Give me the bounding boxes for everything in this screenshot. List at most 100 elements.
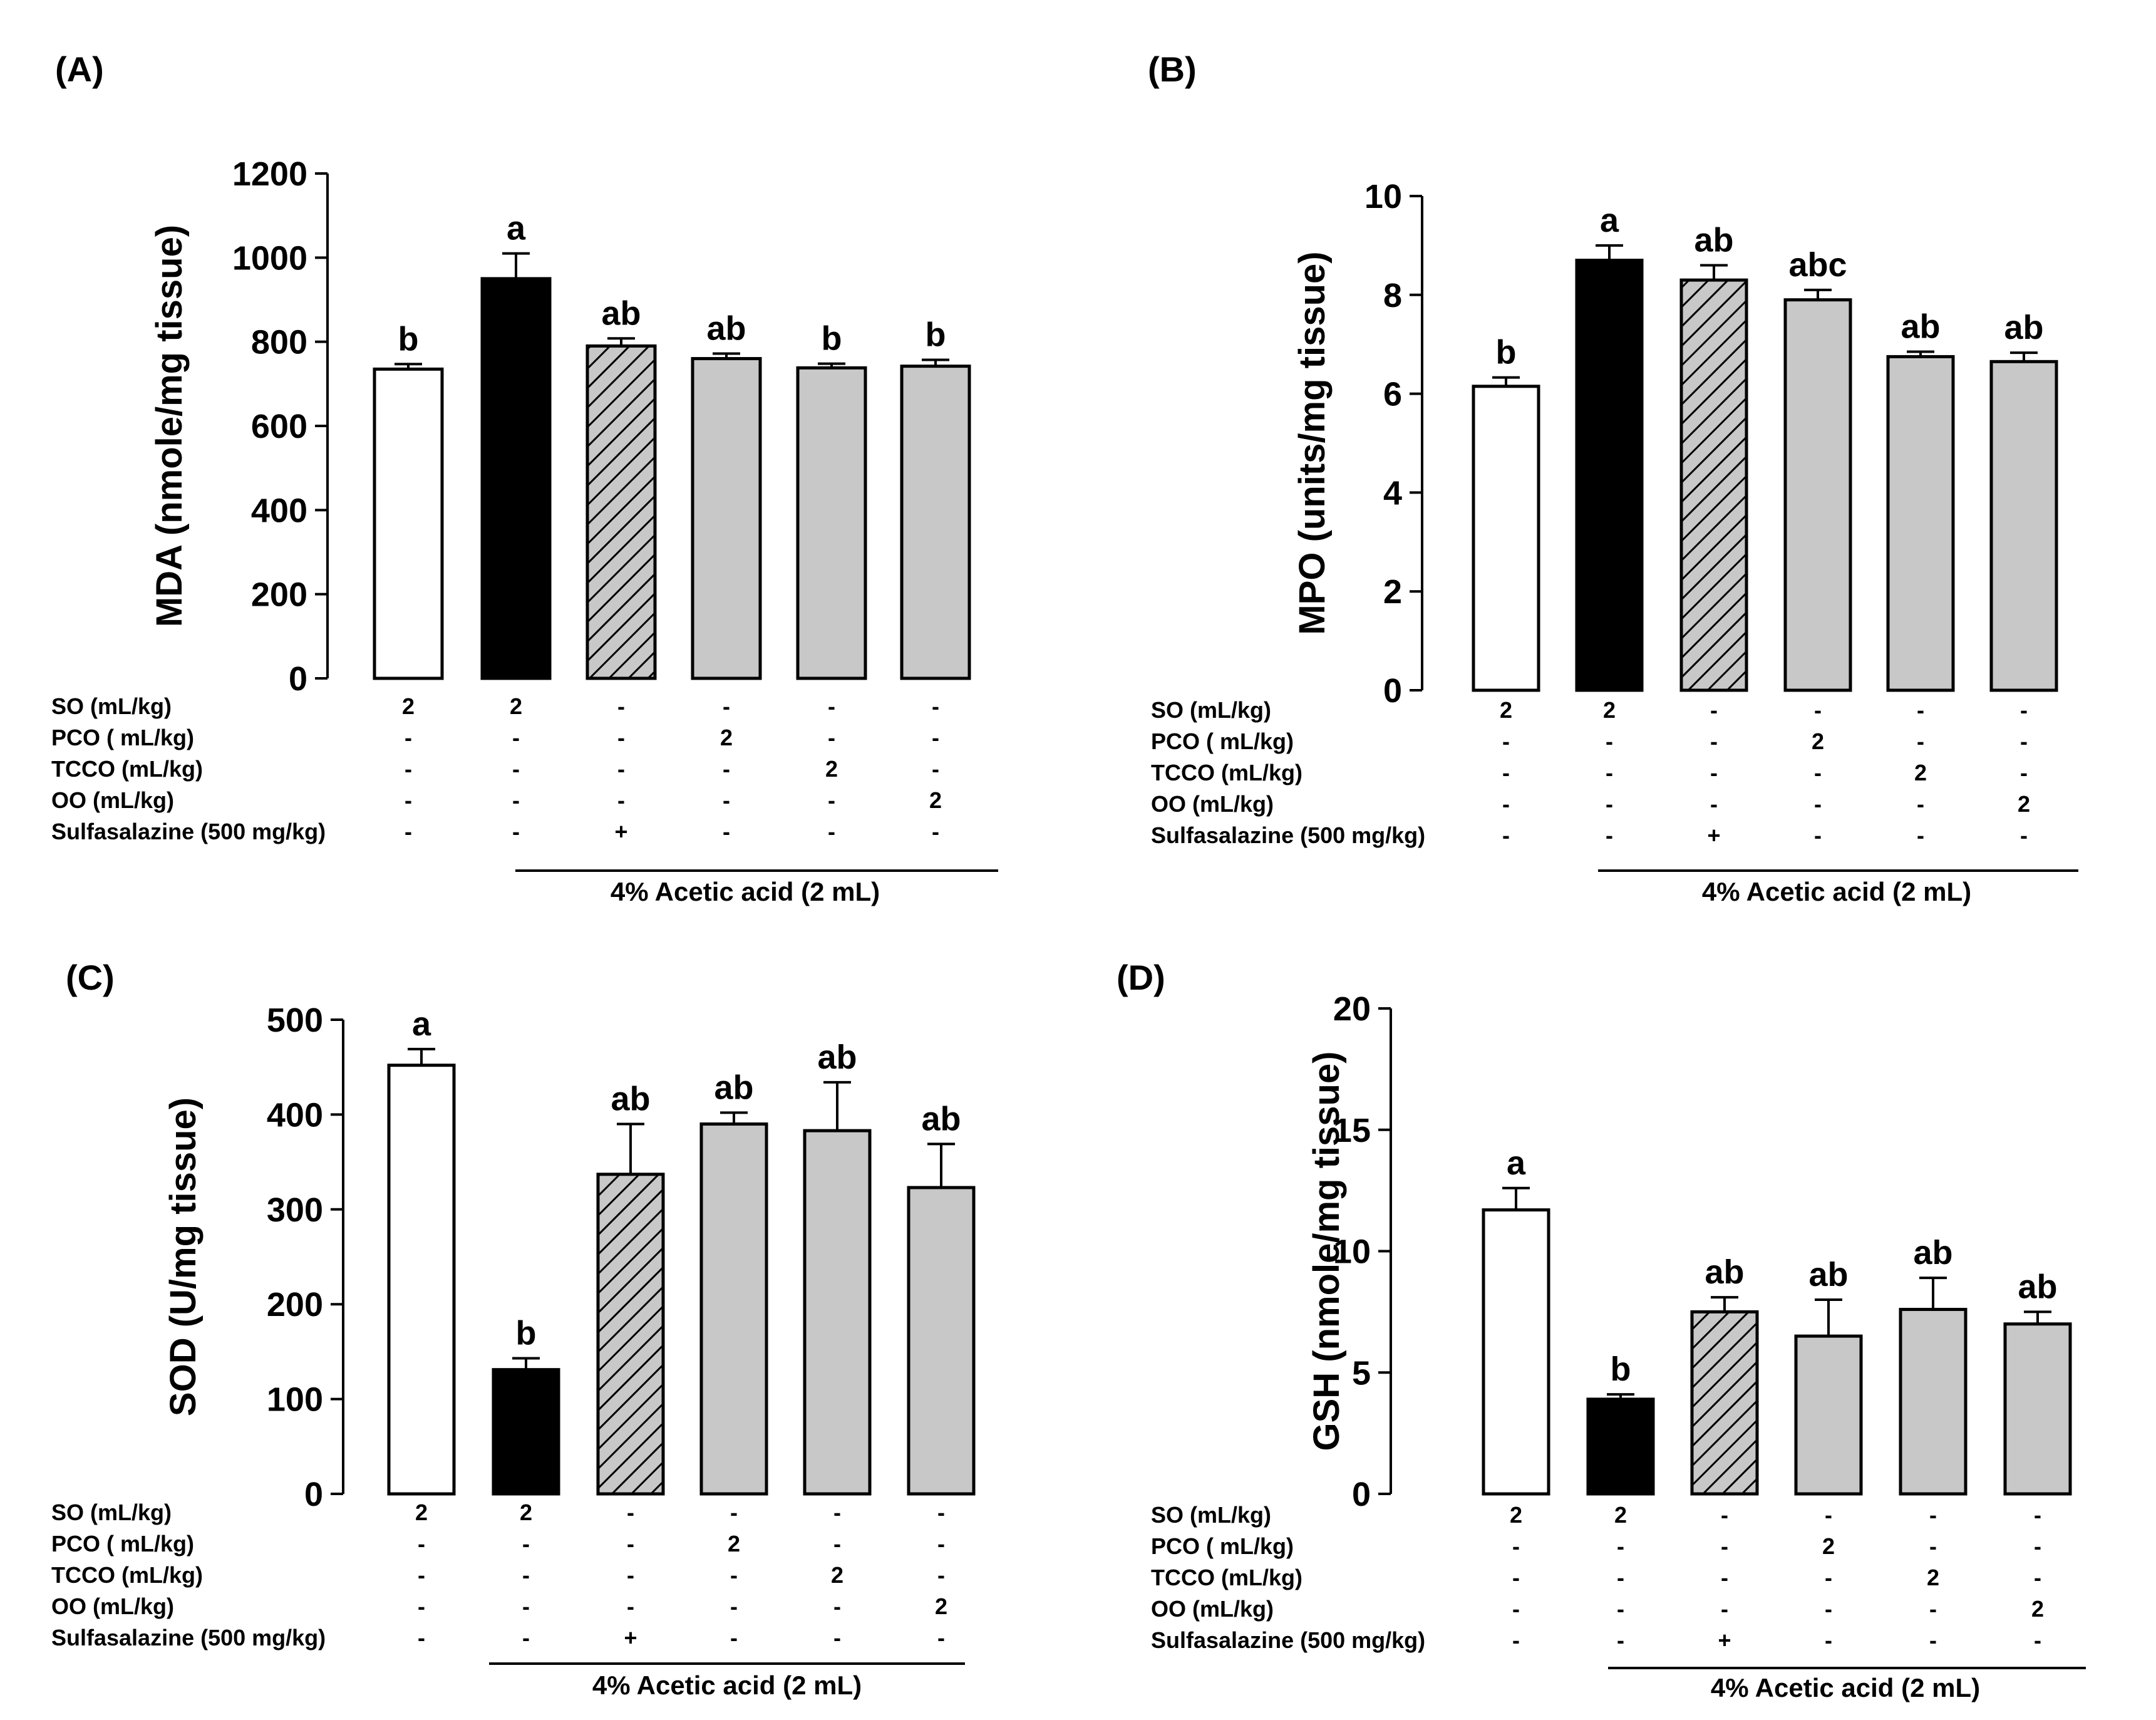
treatment-cell: 2 (402, 693, 415, 719)
significance-label: a (1600, 202, 1619, 239)
bar (373, 367, 444, 680)
significance-label: a (1507, 1144, 1526, 1182)
chart-panel: (A) 0 200 400 600 800 1000 1200 MDA (nmole/mg ti… (51, 49, 998, 906)
treatment-cell: - (833, 1625, 841, 1650)
treatment-cell: + (1718, 1627, 1731, 1653)
treatment-cell: - (828, 819, 835, 844)
treatment-cell: 2 (1914, 760, 1927, 785)
treatment-cell: - (1617, 1627, 1624, 1653)
bar (585, 344, 657, 680)
bar (480, 277, 552, 680)
bar (596, 1173, 665, 1496)
significance-label: ab (601, 294, 641, 332)
treatment-cell: - (1825, 1565, 1832, 1590)
bar (1783, 298, 1852, 692)
treatment-cell: - (833, 1593, 841, 1619)
bar (492, 1368, 560, 1496)
panel-label: (D) (1117, 958, 1165, 997)
treatment-cell: - (1502, 760, 1510, 785)
treatment-row-label: TCCO (mL/kg) (1151, 760, 1302, 785)
treatment-cell: - (730, 1625, 738, 1650)
y-tick-label: 100 (267, 1381, 323, 1419)
treatment-cell: - (1929, 1533, 1937, 1559)
treatment-cell: - (522, 1562, 530, 1588)
treatment-cell: - (2034, 1502, 2041, 1528)
treatment-cell: - (1929, 1502, 1937, 1528)
significance-label: b (926, 316, 946, 354)
significance-label: ab (921, 1100, 961, 1137)
treatment-cell: 2 (415, 1500, 428, 1525)
y-tick-label: 1200 (232, 155, 307, 193)
panel-label: (B) (1148, 49, 1197, 89)
y-axis-label: SOD (U/mg tissue) (163, 1097, 204, 1416)
treatment-cell: - (512, 819, 520, 844)
bar (1886, 355, 1955, 692)
treatment-cell: - (730, 1562, 738, 1588)
significance-label: ab (611, 1080, 650, 1118)
treatment-cell: - (1917, 791, 1924, 817)
treatment-cell: - (1917, 822, 1924, 848)
treatment-cell: - (937, 1562, 945, 1588)
y-tick-label: 400 (267, 1096, 323, 1134)
treatment-cell: - (1825, 1502, 1832, 1528)
y-tick-label: 0 (304, 1476, 323, 1513)
y-tick-label: 200 (267, 1286, 323, 1324)
y-tick-label: 500 (267, 1002, 323, 1039)
treatment-cell: - (512, 756, 520, 782)
treatment-row-label: PCO ( mL/kg) (51, 725, 194, 750)
treatment-cell: 2 (510, 693, 522, 719)
treatment-cell: - (617, 693, 625, 719)
significance-label: b (1611, 1350, 1631, 1388)
bar (387, 1064, 456, 1496)
treatment-cell: - (405, 756, 412, 782)
treatment-row-label: SO (mL/kg) (1151, 697, 1271, 723)
treatment-cell: + (614, 819, 627, 844)
treatment-cell: - (828, 693, 835, 719)
y-tick-label: 15 (1333, 1112, 1371, 1149)
treatment-cell: - (627, 1562, 634, 1588)
treatment-cell: - (2020, 760, 2028, 785)
treatment-cell: - (1502, 728, 1510, 754)
treatment-cell: - (617, 787, 625, 813)
treatment-cell: - (1814, 791, 1822, 817)
treatment-cell: - (627, 1531, 634, 1557)
y-tick-label: 8 (1383, 277, 1402, 314)
treatment-row-label: PCO ( mL/kg) (1151, 728, 1294, 754)
treatment-cell: - (1617, 1596, 1624, 1622)
y-axis-label: MDA (nmole/mg tissue) (149, 225, 190, 627)
significance-label: ab (714, 1069, 753, 1106)
treatment-cell: - (1710, 728, 1718, 754)
treatment-cell: - (932, 819, 939, 844)
treatment-cell: - (512, 725, 520, 750)
treatment-cell: - (617, 756, 625, 782)
treatment-cell: - (1512, 1533, 1520, 1559)
treatment-cell: - (1825, 1596, 1832, 1622)
treatment-cell: - (1929, 1596, 1937, 1622)
treatment-row-label: Sulfasalazine (500 mg/kg) (1151, 1627, 1425, 1653)
treatment-cell: - (418, 1562, 425, 1588)
treatment-cell: - (833, 1531, 841, 1557)
treatment-row-label: PCO ( mL/kg) (1151, 1533, 1294, 1559)
y-tick-label: 10 (1364, 178, 1402, 215)
y-tick-label: 800 (251, 324, 307, 361)
treatment-cell: - (1721, 1565, 1728, 1590)
bar (1482, 1208, 1550, 1496)
treatment-cell: - (1617, 1565, 1624, 1590)
significance-label: ab (1901, 308, 1940, 346)
panel-label: (A) (55, 49, 104, 89)
y-tick-label: 0 (1352, 1476, 1371, 1513)
treatment-cell: - (405, 819, 412, 844)
treatment-cell: 2 (935, 1593, 947, 1619)
treatment-row-label: Sulfasalazine (500 mg/kg) (51, 819, 326, 844)
treatment-cell: - (937, 1500, 945, 1525)
treatment-cell: - (1721, 1533, 1728, 1559)
treatment-cell: 2 (1822, 1533, 1835, 1559)
bar (1575, 259, 1644, 692)
treatment-cell: + (1707, 822, 1720, 848)
acetic-acid-label: 4% Acetic acid (2 mL) (592, 1671, 862, 1700)
treatment-cell: - (932, 756, 939, 782)
treatment-row-label: OO (mL/kg) (51, 787, 174, 813)
treatment-row-label: PCO ( mL/kg) (51, 1531, 194, 1557)
treatment-cell: 2 (1500, 697, 1512, 723)
treatment-cell: - (1917, 728, 1924, 754)
